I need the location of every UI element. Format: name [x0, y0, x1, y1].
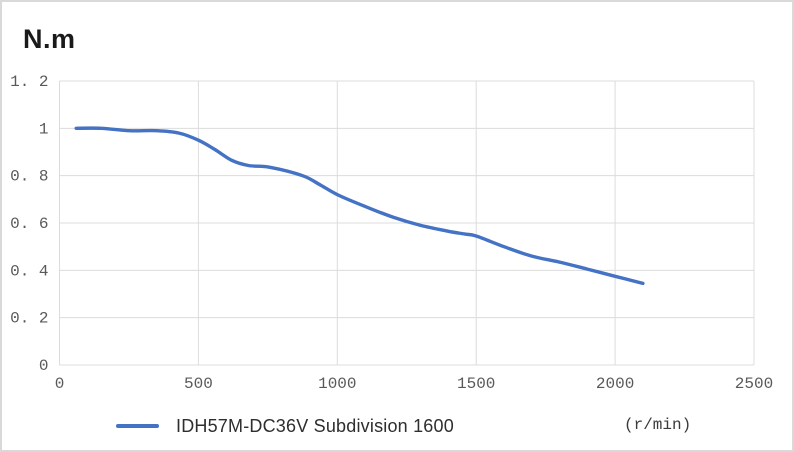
- x-axis-unit-label: (r/min): [624, 416, 692, 434]
- torque-curve: [74, 126, 645, 286]
- y-tick-label: 0. 8: [10, 168, 48, 186]
- x-tick-label: 0: [55, 375, 65, 393]
- legend: IDH57M-DC36V Subdivision 1600: [116, 415, 454, 437]
- y-tick-label: 1: [39, 120, 49, 138]
- x-tick-label: 2000: [596, 375, 634, 393]
- x-tick-label: 1500: [457, 375, 495, 393]
- y-tick-label: 0. 4: [10, 262, 48, 280]
- y-axis-title: N.m: [23, 24, 76, 54]
- legend-line-swatch: [116, 424, 159, 428]
- x-tick-label: 500: [184, 375, 213, 393]
- y-tick-label: 0: [39, 357, 49, 375]
- y-tick-label: 1. 2: [10, 73, 48, 91]
- legend-series-label: IDH57M-DC36V Subdivision 1600: [176, 415, 454, 436]
- y-tick-label: 0. 2: [10, 310, 48, 328]
- y-tick-label: 0. 6: [10, 215, 48, 233]
- x-tick-label: 1000: [318, 375, 356, 393]
- x-tick-label: 2500: [735, 375, 773, 393]
